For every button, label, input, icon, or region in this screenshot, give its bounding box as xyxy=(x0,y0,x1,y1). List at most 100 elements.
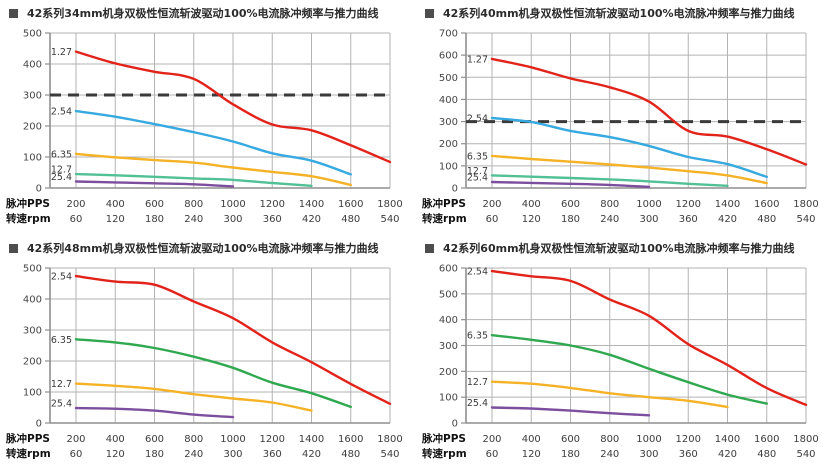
x-tick-pps: 600 xyxy=(145,199,164,210)
x-row-label-rpm: 转速rpm xyxy=(6,212,51,225)
x-tick-pps: 200 xyxy=(66,199,85,210)
chart-title: 42系列60mm机身双极性恒流斩波驱动100%电流脉冲频率与推力曲线 xyxy=(443,242,795,255)
x-tick-rpm: 60 xyxy=(70,214,83,225)
x-tick-pps: 200 xyxy=(482,434,501,445)
panel-header: 42系列40mm机身双极性恒流斩波驱动100%电流脉冲频率与推力曲线 xyxy=(425,5,795,21)
x-tick-pps: 200 xyxy=(66,434,85,445)
y-tick-label: 400 xyxy=(439,95,458,106)
series-label-6.35: 6.35 xyxy=(467,331,488,342)
y-tick-label: 400 xyxy=(439,315,458,326)
x-tick-pps: 400 xyxy=(522,434,541,445)
x-tick-pps: 1800 xyxy=(793,199,818,210)
chart-48mm-plot: 0 100 200 300 400 500 2.54 6.35 12.7 25.4 脉冲PPS 转速r… xyxy=(5,264,403,461)
x-tick-rpm: 360 xyxy=(263,449,282,460)
y-tick-label: 500 xyxy=(439,289,458,300)
x-row-label-pps: 脉冲PPS xyxy=(421,197,466,210)
x-tick-rpm: 120 xyxy=(522,449,541,460)
x-row-label-rpm: 转速rpm xyxy=(6,447,51,460)
y-tick-label: 300 xyxy=(439,117,458,128)
series-curve-12.7 xyxy=(490,380,729,409)
series-label-6.35: 6.35 xyxy=(467,151,488,162)
series-label-12.7: 12.7 xyxy=(467,166,488,177)
series-label-1.27: 1.27 xyxy=(51,47,72,58)
x-tick-rpm: 420 xyxy=(302,449,321,460)
series-curve-1.27 xyxy=(490,57,808,166)
panel-header: 42系列34mm机身双极性恒流斩波驱动100%电流脉冲频率与推力曲线 xyxy=(9,5,379,21)
y-tick-label: 200 xyxy=(23,357,42,368)
series-label-25.4: 25.4 xyxy=(51,172,72,183)
chart-panel-60mm: 42系列60mm机身双极性恒流斩波驱动100%电流脉冲频率与推力曲线 0 100 2… xyxy=(416,235,831,469)
x-tick-pps: 800 xyxy=(600,199,619,210)
series-label-1.27: 1.27 xyxy=(467,54,488,65)
x-tick-pps: 800 xyxy=(600,434,619,445)
x-tick-rpm: 480 xyxy=(341,449,360,460)
y-tick-label: 100 xyxy=(439,161,458,172)
x-tick-rpm: 60 xyxy=(486,449,499,460)
y-tick-label: 100 xyxy=(23,153,42,164)
y-tick-label: 500 xyxy=(23,29,42,40)
x-tick-rpm: 420 xyxy=(302,214,321,225)
x-row-label-rpm: 转速rpm xyxy=(422,447,467,460)
series-curve-12.7 xyxy=(74,172,313,187)
series-label-25.4: 25.4 xyxy=(51,399,72,410)
chart-60mm-plot: 0 100 200 300 400 500 600 2.54 6.35 12.7 25.4 脉冲PPS… xyxy=(421,264,819,461)
x-tick-rpm: 240 xyxy=(184,214,203,225)
y-tick-label: 300 xyxy=(23,326,42,337)
x-tick-pps: 1400 xyxy=(715,199,740,210)
x-tick-pps: 400 xyxy=(522,199,541,210)
y-tick-label: 200 xyxy=(23,122,42,133)
x-tick-rpm: 420 xyxy=(718,449,737,460)
series-label-2.54: 2.54 xyxy=(467,267,488,278)
x-tick-rpm: 300 xyxy=(223,449,242,460)
x-tick-rpm: 360 xyxy=(679,449,698,460)
x-tick-pps: 1200 xyxy=(676,434,701,445)
x-tick-rpm: 60 xyxy=(70,449,83,460)
x-tick-rpm: 120 xyxy=(106,449,125,460)
series-curve-6.35 xyxy=(74,152,352,187)
chart-title: 42系列40mm机身双极性恒流斩波驱动100%电流脉冲频率与推力曲线 xyxy=(443,7,795,20)
y-tick-label: 400 xyxy=(23,295,42,306)
x-tick-pps: 1600 xyxy=(338,199,363,210)
x-tick-rpm: 480 xyxy=(341,214,360,225)
x-tick-rpm: 360 xyxy=(679,214,698,225)
x-tick-rpm: 240 xyxy=(184,449,203,460)
x-tick-rpm: 540 xyxy=(380,214,399,225)
x-row-label-rpm: 转速rpm xyxy=(422,212,467,225)
y-tick-label: 700 xyxy=(439,29,458,40)
series-curve-2.54 xyxy=(74,109,352,176)
y-tick-label: 100 xyxy=(439,393,458,404)
x-tick-rpm: 180 xyxy=(561,449,580,460)
x-tick-rpm: 480 xyxy=(757,214,776,225)
x-tick-pps: 1000 xyxy=(220,199,245,210)
bullet-square-icon xyxy=(9,243,18,253)
x-tick-rpm: 180 xyxy=(561,214,580,225)
x-tick-rpm: 240 xyxy=(600,449,619,460)
x-tick-pps: 1400 xyxy=(299,199,324,210)
x-tick-pps: 600 xyxy=(561,434,580,445)
x-tick-pps: 1800 xyxy=(377,434,402,445)
chart-panel-48mm: 42系列48mm机身双极性恒流斩波驱动100%电流脉冲频率与推力曲线 0 100 2… xyxy=(0,235,415,469)
x-tick-pps: 1000 xyxy=(636,434,661,445)
series-curve-2.54 xyxy=(490,116,768,179)
y-tick-label: 300 xyxy=(439,341,458,352)
y-tick-label: 600 xyxy=(439,51,458,62)
y-tick-label: 0 xyxy=(36,419,42,430)
x-tick-pps: 1400 xyxy=(715,434,740,445)
x-row-label-pps: 脉冲PPS xyxy=(421,432,466,445)
series-label-6.35: 6.35 xyxy=(51,335,72,346)
series-curve-12.7 xyxy=(490,174,729,187)
x-tick-pps: 600 xyxy=(145,434,164,445)
y-tick-label: 500 xyxy=(439,73,458,84)
panel-header: 42系列48mm机身双极性恒流斩波驱动100%电流脉冲频率与推力曲线 xyxy=(9,240,379,256)
x-tick-pps: 400 xyxy=(106,434,125,445)
x-row-label-pps: 脉冲PPS xyxy=(5,432,50,445)
x-tick-pps: 1800 xyxy=(793,434,818,445)
series-curve-25.4 xyxy=(490,406,651,417)
series-curve-1.27 xyxy=(74,50,392,164)
series-curve-25.4 xyxy=(490,180,651,189)
x-tick-pps: 1400 xyxy=(299,434,324,445)
x-tick-pps: 1000 xyxy=(220,434,245,445)
series-label-12.7: 12.7 xyxy=(51,379,72,390)
series-curve-2.54 xyxy=(490,269,808,407)
